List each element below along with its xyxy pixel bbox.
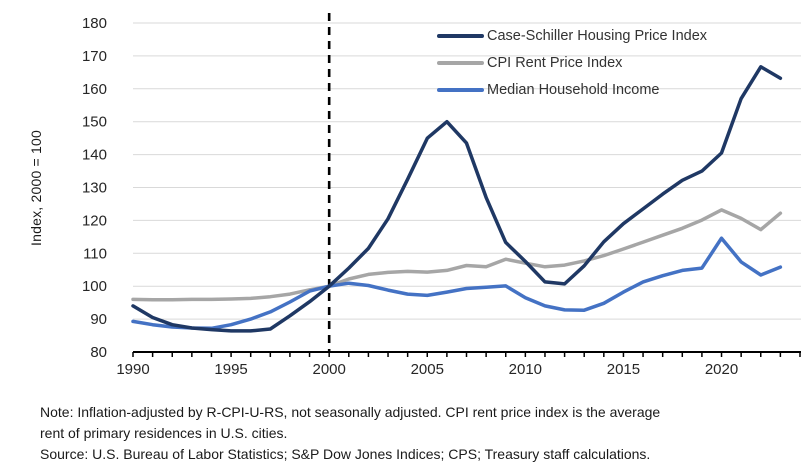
case-schiller-line-swatch [437,33,484,38]
x-tick-label-1990: 1990 [116,361,149,378]
x-tick-label-2000: 2000 [312,361,345,378]
x-tick-label-2015: 2015 [607,361,640,378]
legend-item-median-income: Median Household Income [437,76,707,103]
chart-notes: Note: Inflation-adjusted by R-CPI-U-RS, … [40,402,786,465]
y-tick-label-100: 100 [82,278,107,295]
y-tick-label-90: 90 [90,311,107,328]
median-income-line-swatch [437,87,484,92]
legend-item-cpi-rent: CPI Rent Price Index [437,49,707,76]
line-chart-canvas: 80 90 100 110 120 130 140 150 160 170 180 1990 1995 2… [82,13,801,378]
housing-price-chart: 80 90 100 110 120 130 140 150 160 170 180 1990 1995 2… [28,13,801,378]
y-tick-label-160: 160 [82,81,107,98]
x-tick-label-1995: 1995 [214,361,247,378]
y-tick-label-80: 80 [90,344,107,361]
y-tick-label-150: 150 [82,114,107,131]
y-tick-label-110: 110 [83,245,107,262]
series-line-0 [131,65,783,333]
y-tick-label-180: 180 [82,15,107,32]
x-tick-label-2005: 2005 [411,361,444,378]
note-line-2: rent of primary residences in U.S. citie… [40,425,288,441]
cpi-rent-line-swatch [437,60,484,65]
y-tick-label-170: 170 [82,48,107,65]
y-tick-label-130: 130 [82,180,107,197]
note-line-1: Note: Inflation-adjusted by R-CPI-U-RS, … [40,404,661,420]
series-line-2 [131,236,783,331]
y-axis-title: Index, 2000 = 100 [28,130,44,246]
x-tick-label-2020: 2020 [705,361,738,378]
y-tick-label-120: 120 [82,212,107,229]
source-line: Source: U.S. Bureau of Labor Statistics;… [40,446,651,462]
x-tick-label-2010: 2010 [509,361,542,378]
series-line-1 [131,208,783,302]
y-tick-label-140: 140 [82,147,107,164]
chart-legend: Case-Schiller Housing Price Index CPI Re… [437,22,707,103]
legend-label: Median Household Income [487,81,660,98]
legend-item-case-schiller: Case-Schiller Housing Price Index [437,22,707,49]
legend-label: Case-Schiller Housing Price Index [487,27,708,44]
legend-label: CPI Rent Price Index [487,54,623,71]
